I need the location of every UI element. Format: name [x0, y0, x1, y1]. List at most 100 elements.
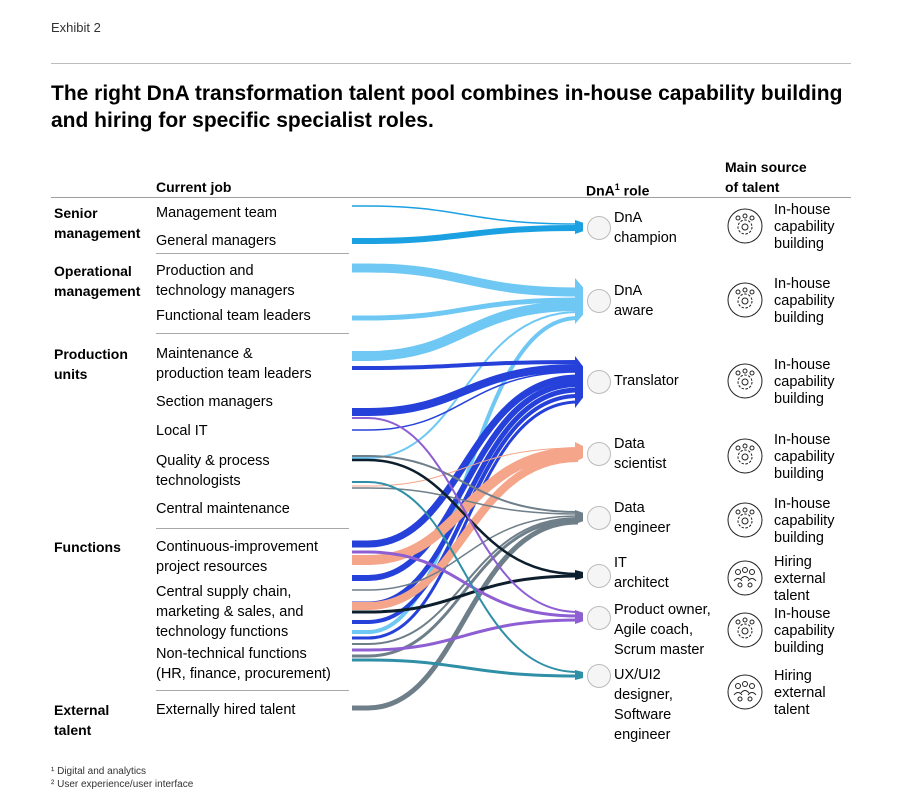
- role-arrival-bar: [575, 510, 583, 524]
- role-arrival-bar: [575, 610, 583, 624]
- person-icon: [587, 442, 611, 466]
- page-title: The right DnA transformation talent pool…: [51, 80, 871, 134]
- gear-people-icon: [727, 502, 763, 538]
- flow-ribbon: [352, 301, 579, 361]
- gear-people-icon: [727, 282, 763, 318]
- source-label: Hiring external talent: [774, 668, 826, 718]
- source-label: In-house capability building: [774, 432, 835, 482]
- person-icon: [587, 664, 611, 688]
- role-arrival-bar: [575, 220, 583, 234]
- flow-ribbon: [352, 618, 579, 652]
- gear-people-icon: [727, 208, 763, 244]
- current-job-header: Current job: [156, 179, 232, 195]
- job-divider: [156, 253, 349, 254]
- source-label: In-house capability building: [774, 202, 835, 252]
- flow-ribbon: [352, 360, 579, 370]
- job-production-technology-managers: Production and technology managers: [156, 263, 295, 299]
- flow-ribbon: [352, 458, 579, 576]
- job-divider: [156, 333, 349, 334]
- flow-ribbon: [352, 518, 579, 658]
- role-data-engineer: Data engineer: [614, 500, 671, 536]
- footnote: ¹ Digital and analytics: [51, 766, 147, 777]
- flow-ribbon: [352, 371, 579, 431]
- role-data-scientist: Data scientist: [614, 436, 667, 472]
- job-continuous-improvement: Continuous-improvement project resources: [156, 539, 318, 575]
- title-line: The right DnA transformation talent pool…: [51, 82, 843, 105]
- footnote: ² User experience/user interface: [51, 779, 194, 790]
- group-operational-management: Operational management: [54, 263, 141, 299]
- flow-ribbon: [352, 364, 579, 416]
- source-label: In-house capability building: [774, 606, 835, 656]
- flow-ribbon: [352, 417, 579, 613]
- job-functional-team-leaders: Functional team leaders: [156, 308, 311, 324]
- flow-ribbon: [352, 574, 579, 614]
- flow-ribbon: [352, 658, 579, 678]
- role-it-architect: IT architect: [614, 555, 669, 591]
- exhibit-label: Exhibit 2: [51, 20, 101, 35]
- gear-people-icon: [727, 363, 763, 399]
- top-divider: [51, 63, 851, 64]
- flow-ribbon: [352, 515, 579, 591]
- job-local-it: Local IT: [156, 423, 208, 439]
- role-arrival-bar: [575, 356, 583, 408]
- role-arrival-bar: [575, 278, 583, 324]
- group-senior-management: Senior management: [54, 205, 141, 241]
- job-non-technical-functions: Non-technical functions (HR, finance, pro…: [156, 646, 331, 682]
- group-external-talent: External talent: [54, 702, 110, 738]
- source-label: In-house capability building: [774, 357, 835, 407]
- role-dna-champion: DnA champion: [614, 210, 677, 246]
- source-label: In-house capability building: [774, 496, 835, 546]
- job-central-maintenance: Central maintenance: [156, 501, 290, 517]
- role-arrival-bar: [575, 570, 583, 580]
- job-divider: [156, 528, 349, 529]
- flow-ribbon: [352, 400, 579, 640]
- group-production-units: Production units: [54, 346, 128, 382]
- header-divider: [51, 197, 851, 198]
- flow-ribbon: [352, 205, 579, 225]
- team-icon: [727, 560, 763, 596]
- flow-ribbon: [352, 487, 579, 515]
- job-maintenance-team-leaders: Maintenance & production team leaders: [156, 346, 312, 382]
- person-icon: [587, 289, 611, 313]
- gear-people-icon: [727, 612, 763, 648]
- flow-ribbon: [352, 517, 579, 645]
- flow-ribbon: [352, 225, 579, 244]
- title-line: and hiring for specific specialist roles…: [51, 109, 434, 132]
- gear-people-icon: [727, 438, 763, 474]
- role-product-owner: Product owner, Agile coach, Scrum master: [614, 602, 711, 658]
- main-source-header: Main source of talent: [725, 159, 807, 195]
- flow-ribbon: [352, 550, 579, 618]
- flow-ribbon: [352, 481, 579, 673]
- person-icon: [587, 606, 611, 630]
- person-icon: [587, 370, 611, 394]
- role-dna-aware: DnA aware: [614, 283, 654, 319]
- job-divider: [156, 690, 349, 691]
- team-icon: [727, 674, 763, 710]
- flow-ribbon: [352, 455, 579, 513]
- person-icon: [587, 564, 611, 588]
- role-arrival-bar: [575, 442, 583, 462]
- flow-ribbon: [352, 381, 579, 581]
- flow-ribbon: [352, 394, 579, 624]
- job-central-functions: Central supply chain, marketing & sales, …: [156, 584, 304, 640]
- job-management-team: Management team: [156, 205, 277, 221]
- source-label: Hiring external talent: [774, 554, 826, 604]
- flow-ribbon: [352, 374, 579, 548]
- source-label: In-house capability building: [774, 276, 835, 326]
- flow-ribbon: [352, 519, 579, 711]
- role-translator: Translator: [614, 373, 679, 389]
- person-icon: [587, 216, 611, 240]
- flow-ribbon: [352, 454, 579, 610]
- flow-ribbon: [352, 297, 579, 321]
- job-section-managers: Section managers: [156, 394, 273, 410]
- job-general-managers: General managers: [156, 233, 277, 249]
- job-quality-process-technologists: Quality & process technologists: [156, 453, 270, 489]
- group-functions: Functions: [54, 539, 121, 555]
- person-icon: [587, 506, 611, 530]
- job-externally-hired-talent: Externally hired talent: [156, 702, 296, 718]
- role-arrival-bar: [575, 670, 583, 680]
- flow-ribbon: [352, 263, 579, 297]
- role-ux-ui-designer: UX/UI2 designer, Software engineer: [614, 667, 673, 743]
- dna-role-header: DnA1 role: [586, 182, 650, 199]
